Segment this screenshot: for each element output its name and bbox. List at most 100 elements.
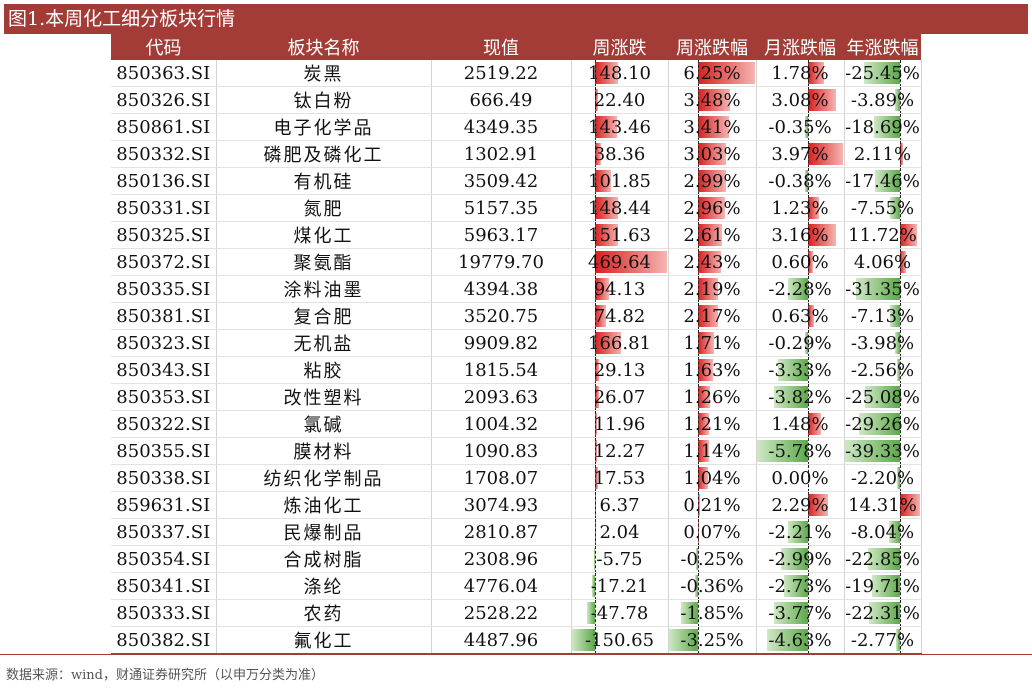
value-cell: 5963.17: [431, 221, 572, 249]
cell-value: -5.75: [596, 548, 643, 570]
positive-data-bar: [594, 89, 599, 111]
cell-value: 94.13: [593, 278, 646, 300]
cell-value: -2.77%: [850, 629, 915, 651]
year-pct-cell: 2.11%: [844, 140, 922, 168]
positive-data-bar: [808, 305, 814, 327]
positive-data-bar: [900, 251, 906, 273]
positive-data-bar: [698, 386, 710, 408]
cell-value: 2.43%: [683, 251, 741, 273]
cell-value: 3.16%: [771, 224, 829, 246]
header-code: 代码: [111, 34, 216, 60]
table-row: 850338.SI 纺织化学制品 1708.07 17.53 1.04% 0.00% -2.…: [111, 464, 922, 492]
positive-data-bar: [594, 224, 619, 246]
sector-name-cell: 聚氨酯: [216, 248, 432, 276]
week-pct-cell: -0.36%: [668, 572, 757, 600]
cell-value: 11.72%: [848, 224, 917, 246]
code-cell: 850381.SI: [111, 302, 217, 330]
code-cell: 850136.SI: [111, 167, 217, 195]
negative-data-bar: [571, 629, 595, 651]
week-pct-cell: 2.43%: [668, 248, 757, 276]
cell-value: 14.31%: [848, 494, 917, 516]
header-month-pct: 月涨跌幅: [756, 34, 844, 60]
negative-data-bar: [864, 62, 901, 84]
negative-data-bar: [756, 440, 809, 462]
week-change-cell: 166.81: [571, 329, 669, 357]
positive-data-bar: [808, 89, 836, 111]
cell-value: 11.96: [593, 413, 646, 435]
cell-value: 3.41%: [683, 116, 741, 138]
year-pct-cell: -2.20%: [844, 464, 922, 492]
code-cell: 850353.SI: [111, 383, 217, 411]
negative-data-bar: [773, 386, 809, 408]
negative-data-bar: [804, 170, 809, 192]
week-pct-cell: 3.03%: [668, 140, 757, 168]
negative-data-bar: [781, 548, 809, 570]
cell-value: -29.26%: [845, 413, 920, 435]
cell-value: 2.04: [599, 521, 640, 543]
code-cell: 850382.SI: [111, 626, 217, 655]
cell-value: -17.46%: [845, 170, 920, 192]
week-pct-cell: -0.25%: [668, 545, 757, 573]
cell-value: 1.78%: [771, 62, 829, 84]
cell-value: -150.65: [584, 629, 655, 651]
cell-value: 1.71%: [683, 332, 741, 354]
cell-value: 4.06%: [853, 251, 912, 273]
cell-value: -3.33%: [768, 359, 832, 381]
header-year-pct: 年涨跌幅: [844, 34, 921, 60]
cell-value: 2.17%: [683, 305, 741, 327]
table-row: 850323.SI 无机盐 9909.82 166.81 1.71% -0.29% -3.9…: [111, 329, 922, 357]
code-cell: 850322.SI: [111, 410, 217, 438]
figure-title: 图1.本周化工细分板块行情: [4, 4, 1028, 34]
value-cell: 4394.38: [431, 275, 572, 303]
positive-data-bar: [698, 116, 730, 138]
positive-data-bar: [594, 386, 599, 408]
cell-value: -39.33%: [845, 440, 920, 462]
code-cell: 850338.SI: [111, 464, 217, 492]
week-pct-cell: 1.14%: [668, 437, 757, 465]
code-cell: 850372.SI: [111, 248, 217, 276]
month-pct-cell: 1.23%: [756, 194, 845, 222]
value-cell: 2810.87: [431, 518, 572, 546]
year-pct-cell: -8.04%: [844, 518, 922, 546]
negative-data-bar: [783, 575, 809, 597]
negative-data-bar: [787, 278, 809, 300]
positive-data-bar: [900, 224, 917, 246]
cell-value: -2.28%: [768, 278, 832, 300]
sector-name-cell: 纺织化学制品: [216, 464, 432, 492]
week-change-cell: 12.27: [571, 437, 669, 465]
value-cell: 19779.70: [431, 248, 572, 276]
week-pct-cell: 1.26%: [668, 383, 757, 411]
sector-name-cell: 复合肥: [216, 302, 432, 330]
week-pct-cell: 1.63%: [668, 356, 757, 384]
month-pct-cell: 1.48%: [756, 410, 845, 438]
positive-data-bar: [594, 251, 667, 273]
cell-value: 1.23%: [771, 197, 829, 219]
table-row: 850355.SI 膜材料 1090.83 12.27 1.14% -5.78% -39.3…: [111, 437, 922, 465]
sector-table: 代码 板块名称 现值 周涨跌 周涨跌幅 月涨跌幅 年涨跌幅 850363.SI 炭…: [111, 34, 922, 655]
cell-value: -3.77%: [768, 602, 832, 624]
month-pct-cell: 0.63%: [756, 302, 845, 330]
cell-value: 1.26%: [683, 386, 741, 408]
cell-value: -0.38%: [768, 170, 832, 192]
month-pct-cell: -4.63%: [756, 626, 845, 655]
value-cell: 1708.07: [431, 464, 572, 492]
code-cell: 850354.SI: [111, 545, 217, 573]
cell-value: -7.55%: [850, 197, 915, 219]
negative-data-bar: [855, 278, 901, 300]
week-change-cell: 148.44: [571, 194, 669, 222]
cell-value: -17.21: [590, 575, 649, 597]
table-row: 850382.SI 氟化工 4487.96 -150.65 -3.25% -4.63% -2…: [111, 626, 922, 655]
sector-name-cell: 粘胶: [216, 356, 432, 384]
week-pct-cell: -3.25%: [668, 626, 757, 655]
cell-value: -4.63%: [768, 629, 832, 651]
negative-data-bar: [890, 305, 901, 327]
negative-data-bar: [788, 521, 809, 543]
cell-value: 2.99%: [683, 170, 741, 192]
code-cell: 850325.SI: [111, 221, 217, 249]
month-pct-cell: -2.73%: [756, 572, 845, 600]
month-pct-cell: 3.08%: [756, 86, 845, 114]
value-cell: 2528.22: [431, 599, 572, 627]
cell-value: 3.97%: [771, 143, 829, 165]
month-pct-cell: -0.35%: [756, 113, 845, 141]
table-row: 850325.SI 煤化工 5963.17 151.63 2.61% 3.16% 11.72…: [111, 221, 922, 249]
